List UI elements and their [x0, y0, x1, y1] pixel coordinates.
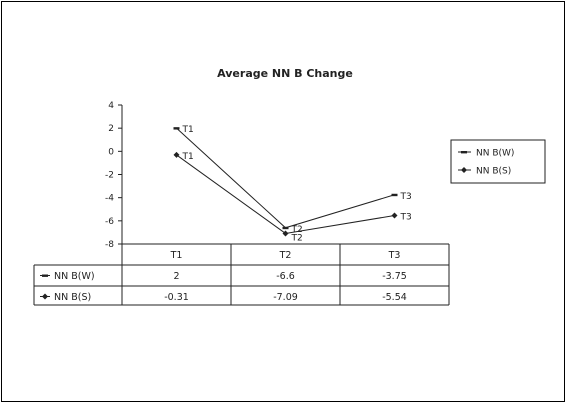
legend: NN B(W) NN B(S) — [450, 139, 546, 184]
chart-title: Average NN B Change — [217, 67, 353, 80]
series-lines: T1 T2 T3 T1 T2 T3 — [173, 125, 412, 243]
table-cell: -7.09 — [273, 292, 298, 303]
y-tick-label: 0 — [108, 147, 114, 157]
table-cell: -3.75 — [382, 271, 407, 282]
y-tick-label: -2 — [105, 171, 114, 181]
table-header-cell: T1 — [170, 250, 183, 261]
data-point-label: T2 — [291, 225, 303, 235]
y-tick-labels: 4 2 0 -2 -4 -6 -8 — [105, 101, 114, 250]
table-cell: -0.31 — [164, 292, 189, 303]
table-cell: 2 — [173, 271, 179, 282]
row-legend-marker — [42, 274, 48, 277]
legend-marker — [461, 151, 467, 154]
data-point-label: T1 — [182, 152, 194, 162]
data-point-label: T3 — [400, 192, 412, 202]
data-table: T1 T2 T3 NN B(W) 2 -6.6 -3.75 NN B(S) -0.31 -7.09… — [33, 243, 450, 306]
y-axis — [118, 104, 123, 245]
table-row-label: NN B(W) — [54, 271, 95, 282]
series-line-2 — [176, 154, 395, 234]
table-header-cell: T3 — [388, 250, 401, 261]
data-point — [173, 127, 180, 130]
legend-box — [450, 139, 546, 184]
row-legend-marker — [42, 293, 48, 300]
y-tick-label: 4 — [108, 101, 114, 111]
y-tick-label: -6 — [105, 217, 114, 227]
data-point — [391, 193, 398, 197]
table-header-cell: T2 — [279, 250, 292, 261]
legend-label: NN B(W) — [476, 149, 514, 159]
data-point — [391, 212, 398, 219]
data-point — [282, 230, 289, 237]
data-point-label: T3 — [400, 213, 412, 223]
legend-marker — [461, 167, 467, 173]
data-point — [173, 151, 180, 158]
table-row-label: NN B(S) — [54, 292, 91, 303]
table-cell: -5.54 — [382, 292, 407, 303]
table-cell: -6.6 — [276, 271, 295, 282]
data-point-label: T1 — [182, 125, 194, 135]
legend-label: NN B(S) — [476, 167, 511, 177]
data-point — [282, 226, 289, 230]
y-tick-label: -4 — [105, 194, 114, 204]
data-point-label: T2 — [291, 233, 303, 243]
y-tick-label: -8 — [105, 240, 114, 250]
y-tick-label: 2 — [108, 124, 114, 134]
